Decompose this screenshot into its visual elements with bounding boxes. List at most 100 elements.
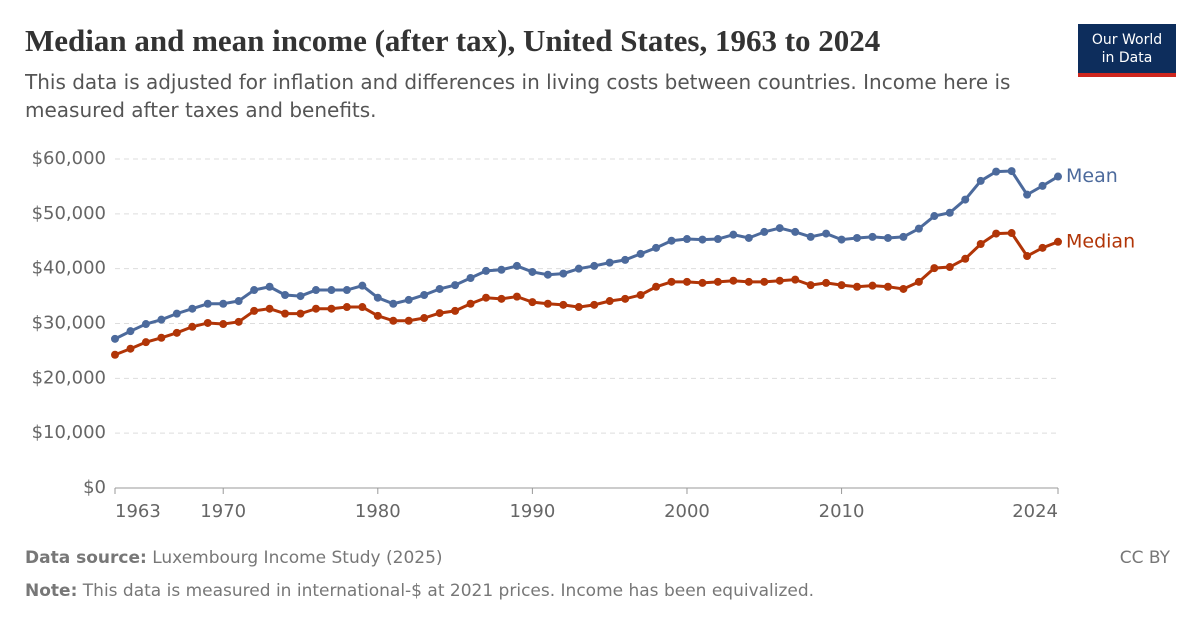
point bbox=[250, 286, 259, 295]
point bbox=[203, 318, 212, 327]
y-tick-label: $20,000 bbox=[32, 367, 106, 388]
point bbox=[466, 273, 475, 282]
point bbox=[559, 269, 568, 278]
point bbox=[234, 317, 243, 326]
point bbox=[1054, 172, 1062, 181]
point bbox=[528, 267, 537, 276]
point bbox=[188, 322, 197, 331]
point bbox=[806, 281, 815, 290]
y-tick-label: $50,000 bbox=[32, 203, 106, 224]
point bbox=[157, 315, 166, 324]
point bbox=[1054, 237, 1062, 246]
point bbox=[791, 275, 800, 284]
point bbox=[883, 233, 892, 242]
point bbox=[837, 235, 846, 244]
point bbox=[512, 292, 521, 301]
point bbox=[713, 277, 722, 286]
series-label: Mean bbox=[1066, 165, 1118, 187]
license: CC BY bbox=[1120, 548, 1171, 568]
point bbox=[930, 264, 939, 273]
point bbox=[1023, 252, 1032, 261]
point bbox=[203, 299, 212, 308]
point bbox=[636, 249, 645, 258]
point bbox=[543, 299, 552, 308]
point bbox=[219, 320, 228, 329]
logo-text: Our World bbox=[1092, 32, 1162, 48]
point bbox=[157, 333, 166, 342]
point bbox=[713, 235, 722, 244]
x-tick-label: 1990 bbox=[509, 501, 555, 522]
point bbox=[914, 277, 923, 286]
point bbox=[327, 304, 336, 313]
source-text: Luxembourg Income Study (2025) bbox=[152, 548, 442, 568]
point bbox=[126, 344, 135, 353]
point bbox=[1023, 190, 1032, 199]
point bbox=[822, 278, 831, 287]
chart-title: Median and mean income (after tax), Unit… bbox=[25, 23, 880, 58]
point bbox=[342, 286, 351, 295]
point bbox=[373, 311, 382, 320]
point bbox=[652, 243, 661, 252]
point bbox=[1007, 167, 1016, 176]
point bbox=[219, 299, 228, 308]
point bbox=[574, 303, 583, 312]
point bbox=[1038, 181, 1047, 190]
chart-subtitle: This data is adjusted for inflation and … bbox=[25, 70, 1011, 122]
point bbox=[1007, 229, 1016, 238]
subtitle-box: This data is adjusted for inflation and … bbox=[25, 70, 1011, 122]
point bbox=[358, 303, 367, 312]
point bbox=[451, 281, 460, 290]
point bbox=[961, 195, 970, 204]
point bbox=[590, 261, 599, 270]
logo-text: in Data bbox=[1102, 50, 1153, 66]
point bbox=[358, 281, 367, 290]
point bbox=[543, 270, 552, 279]
point bbox=[234, 297, 243, 306]
point bbox=[373, 293, 382, 302]
logo-box bbox=[1078, 24, 1176, 76]
point bbox=[853, 233, 862, 242]
point bbox=[621, 255, 630, 264]
point bbox=[853, 282, 862, 291]
source-label: Data source: bbox=[25, 548, 147, 568]
point bbox=[868, 232, 877, 241]
point bbox=[141, 320, 150, 329]
point bbox=[682, 277, 691, 286]
point bbox=[621, 294, 630, 303]
note-label: Note: bbox=[25, 581, 77, 601]
x-tick-label: 1980 bbox=[355, 501, 401, 522]
point bbox=[451, 306, 460, 315]
point bbox=[868, 281, 877, 290]
point bbox=[482, 293, 491, 302]
point bbox=[775, 276, 784, 285]
y-tick-label: $30,000 bbox=[32, 313, 106, 334]
point bbox=[590, 300, 599, 309]
point bbox=[281, 290, 290, 299]
point bbox=[899, 232, 908, 241]
point bbox=[652, 282, 661, 291]
y-tick-label: $60,000 bbox=[32, 148, 106, 169]
point bbox=[976, 239, 985, 248]
point bbox=[775, 224, 784, 233]
y-tick-label: $10,000 bbox=[32, 422, 106, 443]
point bbox=[435, 284, 444, 293]
point bbox=[281, 309, 290, 318]
point bbox=[698, 235, 707, 244]
point bbox=[482, 266, 491, 275]
point bbox=[837, 281, 846, 290]
point bbox=[311, 304, 320, 313]
point bbox=[172, 309, 181, 318]
point bbox=[914, 224, 923, 233]
point bbox=[497, 294, 506, 303]
point bbox=[172, 328, 181, 337]
point bbox=[250, 306, 259, 315]
x-tick-label: 1970 bbox=[200, 501, 246, 522]
point bbox=[466, 299, 475, 308]
point bbox=[729, 230, 738, 239]
x-tick-label: 2024 bbox=[1012, 501, 1058, 522]
point bbox=[744, 277, 753, 286]
point bbox=[822, 229, 831, 238]
point bbox=[296, 292, 305, 301]
point bbox=[744, 233, 753, 242]
point bbox=[111, 350, 119, 359]
